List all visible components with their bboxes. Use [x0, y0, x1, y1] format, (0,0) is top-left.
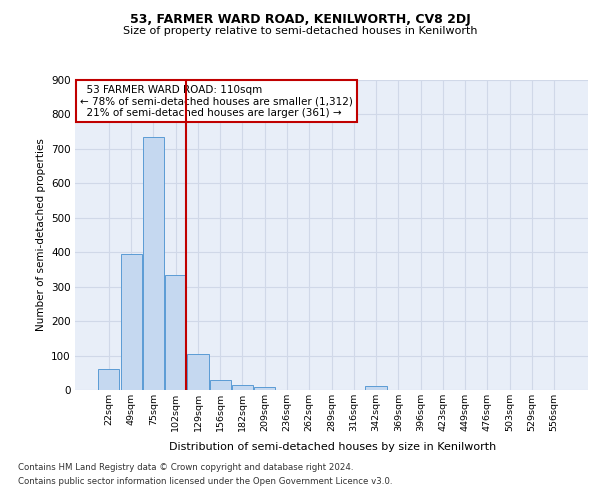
- Bar: [232, 385, 253, 390]
- Bar: [98, 368, 119, 390]
- Text: 53, FARMER WARD ROAD, KENILWORTH, CV8 2DJ: 53, FARMER WARD ROAD, KENILWORTH, CV8 2D…: [130, 12, 470, 26]
- Text: Contains public sector information licensed under the Open Government Licence v3: Contains public sector information licen…: [18, 478, 392, 486]
- Text: Size of property relative to semi-detached houses in Kenilworth: Size of property relative to semi-detach…: [123, 26, 477, 36]
- Bar: [143, 137, 164, 390]
- Bar: [121, 254, 142, 390]
- Text: Contains HM Land Registry data © Crown copyright and database right 2024.: Contains HM Land Registry data © Crown c…: [18, 464, 353, 472]
- Bar: [165, 274, 186, 390]
- Y-axis label: Number of semi-detached properties: Number of semi-detached properties: [35, 138, 46, 332]
- Bar: [187, 354, 209, 390]
- Bar: [209, 380, 231, 390]
- Text: 53 FARMER WARD ROAD: 110sqm
← 78% of semi-detached houses are smaller (1,312)
  : 53 FARMER WARD ROAD: 110sqm ← 78% of sem…: [80, 84, 353, 118]
- Text: Distribution of semi-detached houses by size in Kenilworth: Distribution of semi-detached houses by …: [169, 442, 497, 452]
- Bar: [254, 386, 275, 390]
- Bar: [365, 386, 386, 390]
